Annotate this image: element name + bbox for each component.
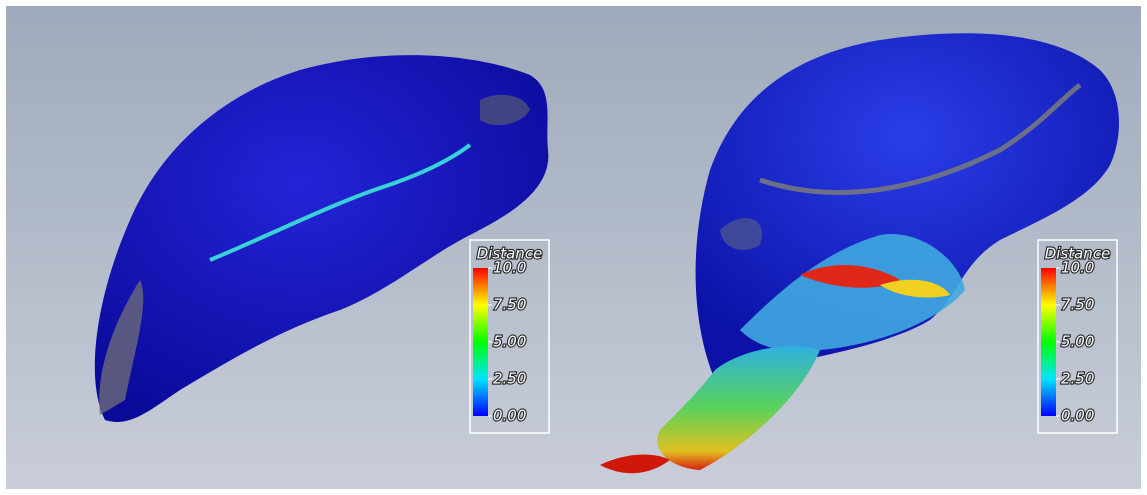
screenshot: Distance10.07.505.002.500.00Distance10.0… bbox=[0, 0, 1147, 495]
tick-label: 2.50 bbox=[493, 370, 526, 388]
tick-label: 10.0 bbox=[1061, 259, 1094, 277]
tick-label: 0.00 bbox=[493, 407, 526, 425]
colorbar bbox=[1041, 268, 1056, 416]
tick-label: 5.00 bbox=[493, 333, 526, 351]
tick-label: 7.50 bbox=[1061, 296, 1094, 314]
tick-label: 2.50 bbox=[1061, 370, 1094, 388]
colorbar bbox=[473, 268, 488, 416]
tick-label: 10.0 bbox=[493, 259, 526, 277]
tick-label: 0.00 bbox=[1061, 407, 1094, 425]
tick-label: 5.00 bbox=[1061, 333, 1094, 351]
tick-label: 7.50 bbox=[493, 296, 526, 314]
